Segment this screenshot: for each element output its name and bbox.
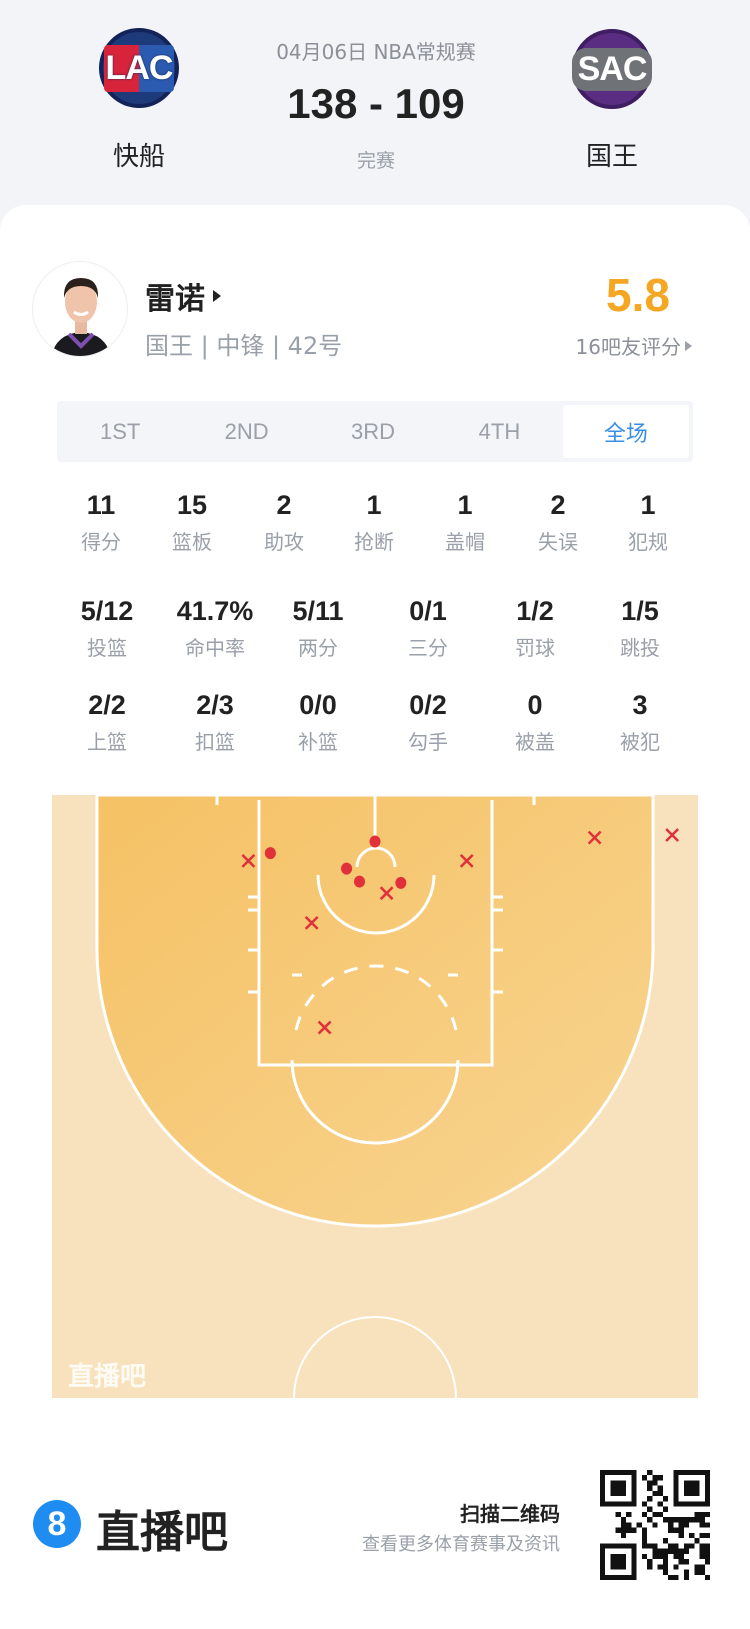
team-logo-sac[interactable]: SAC bbox=[571, 29, 653, 109]
stat-value: 41.7% bbox=[176, 596, 254, 626]
player-name-link[interactable]: 雷诺 bbox=[145, 274, 221, 318]
stat-value: 2/2 bbox=[88, 690, 126, 720]
stat-label: 跳投 bbox=[620, 636, 660, 660]
period-tabs: 1ST 2ND 3RD 4TH 全场 bbox=[57, 401, 693, 462]
player-photo-icon bbox=[51, 278, 111, 356]
court-watermark: 直播吧 bbox=[68, 1362, 146, 1392]
player-info: 国王 | 中锋 | 42号 bbox=[145, 332, 343, 360]
stat-value: 15 bbox=[176, 490, 208, 520]
stat-value: 5/12 bbox=[80, 596, 134, 626]
tab-full-game[interactable]: 全场 bbox=[562, 405, 690, 458]
player-avatar[interactable] bbox=[32, 261, 128, 357]
shot-missed-marker bbox=[304, 916, 319, 930]
stat-value: 1 bbox=[457, 490, 473, 520]
stat-value: 1/5 bbox=[621, 596, 659, 626]
shot-made-marker bbox=[341, 862, 353, 875]
stat-label: 补篮 bbox=[298, 730, 338, 754]
stat-label: 助攻 bbox=[264, 530, 304, 554]
shot-made-marker bbox=[264, 847, 276, 860]
stat-value: 1 bbox=[366, 490, 382, 520]
stat-value: 0 bbox=[527, 690, 543, 720]
shot-missed-marker bbox=[241, 854, 256, 868]
shot-made-marker bbox=[353, 875, 365, 888]
game-status: 完赛 bbox=[356, 150, 396, 172]
caret-right-icon bbox=[213, 290, 221, 302]
stat-label: 投篮 bbox=[87, 636, 127, 660]
stat-value: 0/1 bbox=[409, 596, 447, 626]
shot-missed-marker bbox=[379, 886, 394, 901]
stat-label: 罚球 bbox=[515, 636, 555, 660]
team-logo-lac[interactable]: LAC bbox=[99, 28, 179, 108]
stat-value: 3 bbox=[632, 690, 648, 720]
stat-value: 0/0 bbox=[299, 690, 337, 720]
shot-made-marker bbox=[369, 835, 381, 848]
scan-title: 扫描二维码 bbox=[460, 1502, 560, 1526]
player-name: 雷诺 bbox=[145, 282, 205, 317]
stat-label: 抢断 bbox=[354, 530, 394, 554]
tab-1st[interactable]: 1ST bbox=[100, 418, 141, 444]
tab-3rd[interactable]: 3RD bbox=[351, 418, 396, 444]
stat-value: 5/11 bbox=[292, 596, 344, 626]
rating-link[interactable]: 16吧友评分 bbox=[576, 331, 692, 360]
stat-value: 2/3 bbox=[196, 690, 234, 720]
stat-label: 得分 bbox=[81, 530, 121, 554]
player-rating: 5.8 bbox=[606, 269, 670, 321]
brand-name: 直播吧 bbox=[96, 1507, 228, 1558]
stat-value: 1 bbox=[640, 490, 656, 520]
free-throw-circle bbox=[290, 1059, 460, 1145]
stat-label: 篮板 bbox=[172, 530, 212, 554]
stat-label: 被盖 bbox=[515, 730, 555, 754]
stat-label: 上篮 bbox=[87, 730, 127, 754]
three-point-area bbox=[95, 795, 655, 1228]
game-score: 138 - 109 bbox=[287, 80, 465, 127]
stat-value: 1/2 bbox=[516, 596, 554, 626]
shot-missed-marker bbox=[317, 1020, 332, 1035]
stat-label: 犯规 bbox=[628, 530, 668, 554]
stat-label: 三分 bbox=[408, 636, 448, 660]
shot-missed-marker bbox=[665, 828, 680, 842]
stat-label: 被犯 bbox=[620, 730, 660, 754]
stat-label: 命中率 bbox=[185, 636, 245, 660]
tab-2nd[interactable]: 2ND bbox=[224, 418, 269, 444]
stat-label: 盖帽 bbox=[445, 530, 485, 554]
paint bbox=[257, 800, 494, 1067]
shot-missed-marker bbox=[459, 854, 474, 868]
brand-logo-icon: 8 bbox=[33, 1500, 81, 1548]
home-team-name: 快船 bbox=[112, 142, 166, 172]
away-team-name: 国王 bbox=[585, 142, 639, 172]
stat-value: 11 bbox=[86, 490, 116, 520]
stat-label: 失误 bbox=[538, 530, 578, 554]
stat-value: 0/2 bbox=[409, 690, 447, 720]
center-circle bbox=[293, 1316, 457, 1398]
tab-4th[interactable]: 4TH bbox=[478, 418, 521, 444]
shot-chart: 直播吧 bbox=[52, 795, 698, 1398]
game-date-league: 04月06日 NBA常规赛 bbox=[276, 40, 476, 64]
restricted-area bbox=[355, 846, 397, 868]
stat-label: 扣篮 bbox=[195, 730, 235, 754]
stat-value: 2 bbox=[550, 490, 566, 520]
stat-label: 两分 bbox=[298, 636, 338, 660]
stat-label: 勾手 bbox=[408, 730, 448, 754]
qr-code-icon[interactable] bbox=[600, 1470, 710, 1580]
shot-made-marker bbox=[395, 876, 407, 889]
scan-desc: 查看更多体育赛事及资讯 bbox=[362, 1534, 560, 1555]
rating-label: 16吧友评分 bbox=[575, 335, 681, 359]
shot-missed-marker bbox=[587, 830, 602, 845]
stat-value: 2 bbox=[276, 490, 292, 520]
caret-right-icon bbox=[685, 340, 692, 351]
